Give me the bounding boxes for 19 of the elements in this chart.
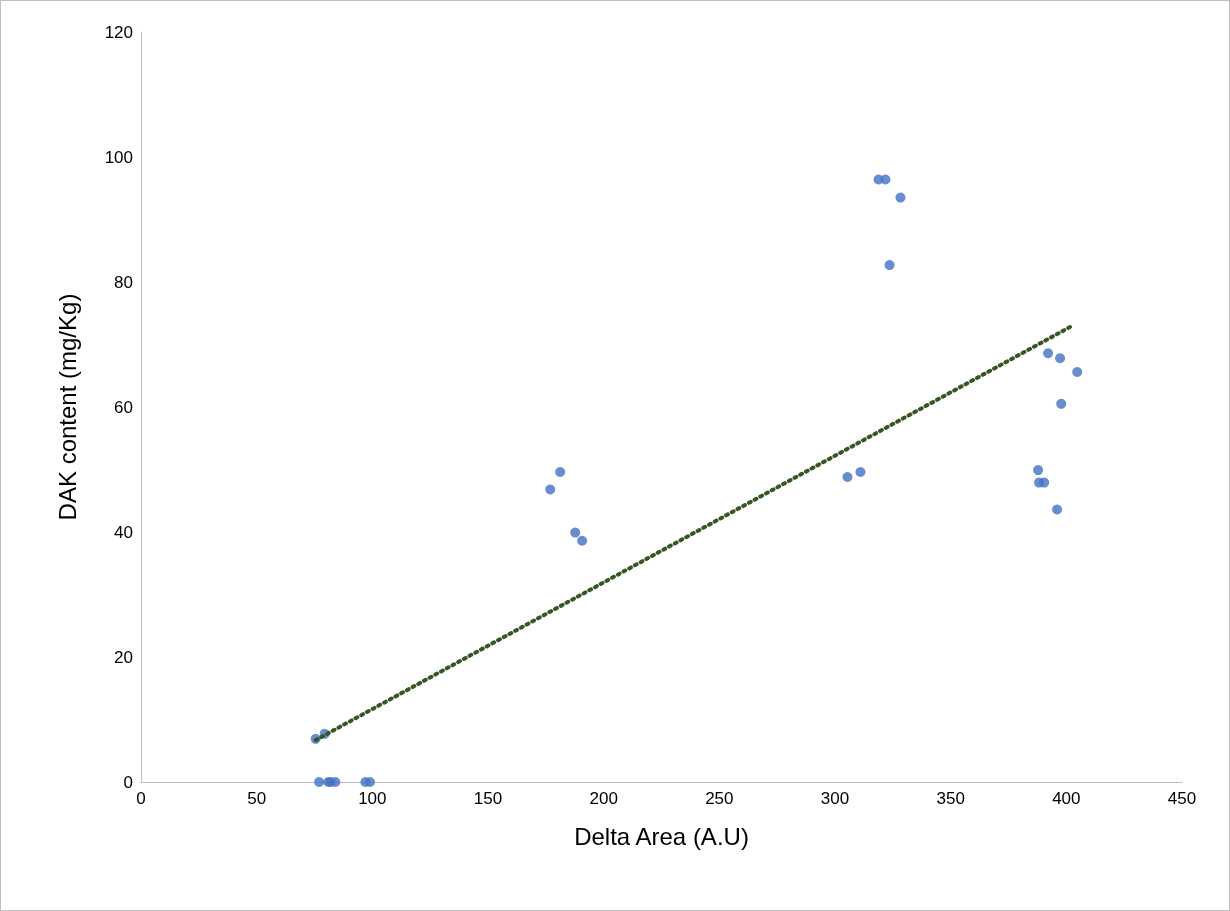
y-tick-label: 0 [123, 772, 133, 792]
y-tick-label: 60 [114, 397, 133, 417]
x-axis-title: Delta Area (A.U) [574, 822, 749, 850]
x-tick-label: 0 [136, 789, 146, 808]
x-tick-label: 200 [589, 789, 618, 808]
y-tick-label: 20 [114, 647, 133, 667]
x-tick-label: 100 [358, 789, 387, 808]
x-tick-label: 300 [820, 789, 850, 808]
y-tick-label: 120 [104, 22, 133, 42]
y-axis-title: DAK content (mg/Kg) [53, 293, 81, 521]
x-tick-label: 50 [247, 789, 267, 808]
x-tick-label: 150 [473, 789, 503, 808]
x-tick-label: 450 [1167, 789, 1197, 808]
y-tick-label: 40 [114, 522, 133, 542]
x-tick-label: 350 [936, 789, 965, 808]
x-tick-label: 250 [705, 789, 734, 808]
y-tick-label: 100 [104, 147, 133, 167]
x-tick-label: 400 [1052, 789, 1081, 808]
y-tick-label: 80 [114, 272, 133, 292]
